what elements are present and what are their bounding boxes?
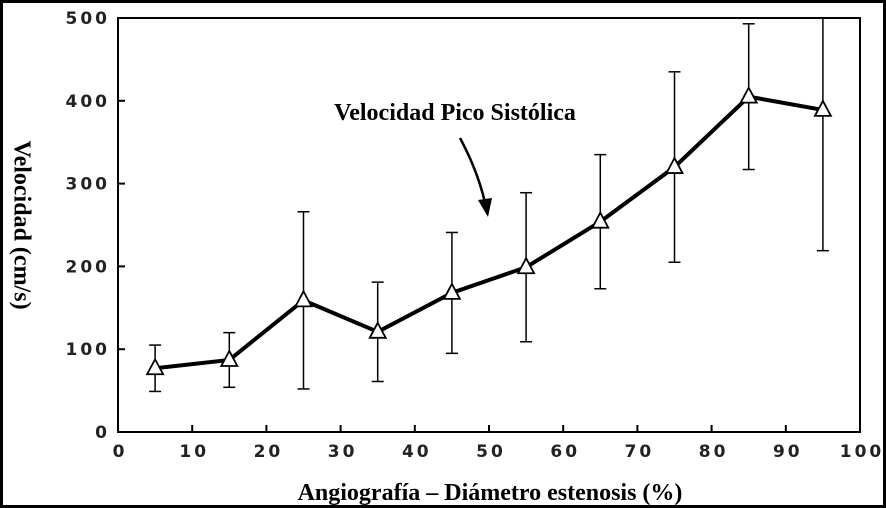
x-tick-label: 50 xyxy=(476,442,506,462)
y-tick-label: 100 xyxy=(66,340,111,360)
x-axis-label: Angiografía – Diámetro estenosis (%) xyxy=(298,480,683,506)
x-tick-label: 40 xyxy=(402,442,432,462)
marker xyxy=(665,156,684,174)
y-tick-label: 300 xyxy=(66,175,111,195)
marker xyxy=(590,210,610,229)
marker xyxy=(516,256,536,275)
y-tick-label: 200 xyxy=(66,257,111,277)
annotation: Velocidad Pico Sistólica xyxy=(334,100,576,126)
y-axis-label: Velocidad (cm/s) xyxy=(8,140,34,309)
annotation-arrowhead xyxy=(478,198,492,217)
x-tick-label: 30 xyxy=(328,442,358,462)
x-tick-label: 70 xyxy=(625,442,655,462)
x-tick-label: 90 xyxy=(773,442,803,462)
y-tick-label: 400 xyxy=(66,92,111,112)
x-tick-label: 0 xyxy=(113,442,128,462)
marker xyxy=(145,357,165,376)
marker xyxy=(813,98,833,117)
marker xyxy=(442,281,462,300)
x-tick-label: 10 xyxy=(179,442,209,462)
y-tick-label: 500 xyxy=(66,9,111,29)
x-tick-label: 20 xyxy=(254,442,284,462)
y-tick-label: 0 xyxy=(95,423,110,443)
error-bar xyxy=(816,18,829,252)
marker xyxy=(294,289,313,308)
x-tick-label: 100 xyxy=(840,442,885,462)
x-tick-label: 80 xyxy=(699,442,729,462)
marker xyxy=(739,85,759,104)
marker xyxy=(219,349,239,367)
data-line xyxy=(154,94,824,371)
x-tick-label: 60 xyxy=(550,442,580,462)
marker xyxy=(368,320,388,339)
